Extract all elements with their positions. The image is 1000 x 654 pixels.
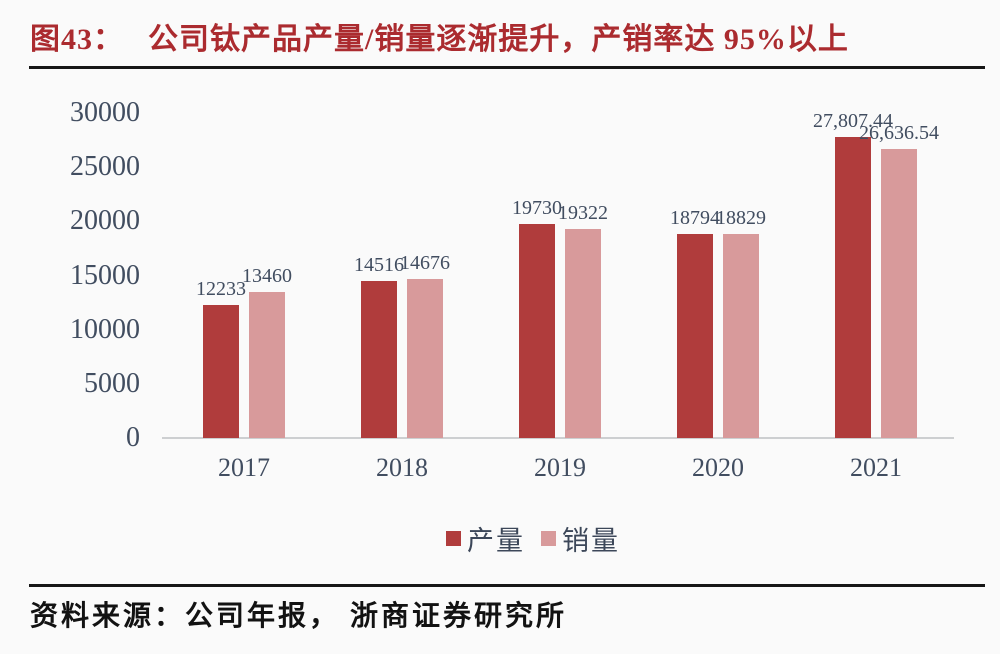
bar-sales-2018 [407,279,443,438]
value-label-production-2019: 19730 [512,197,562,220]
x-tick-label-2018: 2018 [376,453,428,482]
source-divider-line [29,584,985,587]
y-tick-label-10000: 10000 [70,313,140,345]
value-label-production-2021: 27,807.44 [813,109,893,132]
figure-number: 图43： [30,23,124,56]
chart-legend: 产量 销量 [66,522,1000,556]
legend-label-production: 产量 [467,525,525,556]
legend-item-production: 产量 [446,519,525,558]
value-label-sales-2020: 18829 [716,207,766,230]
y-tick-label-5000: 5000 [84,367,140,399]
source-row: 资料来源：公司年报， 浙商证券研究所 [30,594,567,634]
x-axis-line [162,437,954,439]
figure-title: 公司钛产品产量/销量逐渐提升，产销率达 95%以上 [148,23,849,56]
value-label-sales-2018: 14676 [400,252,450,274]
value-label-sales-2017: 13460 [242,265,292,288]
bar-sales-2019 [565,228,601,438]
y-tick-label-20000: 20000 [70,205,140,237]
bar-production-2020 [677,234,713,438]
x-tick-label-2017: 2017 [218,453,270,482]
legend-label-sales: 销量 [562,525,620,556]
bar-production-2018 [361,280,397,438]
bar-production-2021 [835,136,871,438]
x-tick-label-2019: 2019 [534,453,586,482]
source-text: 公司年报， 浙商证券研究所 [185,601,568,632]
legend-item-sales: 销量 [541,519,620,558]
legend-swatch-production [446,530,461,546]
figure-title-row: 图43： 公司钛产品产量/销量逐渐提升，产销率达 95%以上 [30,14,849,58]
value-label-production-2020: 18794 [670,207,720,230]
x-tick-label-2020: 2020 [692,453,744,482]
y-tick-label-30000: 30000 [70,97,140,128]
bar-sales-2020 [723,234,759,438]
x-tick-label-2021: 2021 [850,453,902,482]
value-label-sales-2021: 26,636.54 [859,122,939,145]
value-label-sales-2019: 19322 [558,201,608,224]
y-tick-label-25000: 25000 [70,151,140,183]
value-label-production-2017: 12233 [196,278,246,301]
title-divider-line [29,66,985,69]
bar-sales-2017 [249,292,285,438]
legend-swatch-sales [541,530,556,546]
bar-production-2019 [519,224,555,438]
y-tick-label-15000: 15000 [70,259,140,291]
bar-sales-2021 [881,149,917,438]
value-label-production-2018: 14516 [354,253,404,276]
source-label: 资料来源： [30,601,186,632]
y-tick-label-0: 0 [126,422,140,453]
bar-production-2017 [203,305,239,438]
